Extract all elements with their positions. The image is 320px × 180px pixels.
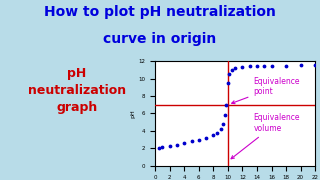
Point [229, 68, 234, 71]
Point [254, 65, 260, 68]
Point [196, 138, 201, 141]
Point [284, 64, 289, 67]
Point [220, 122, 225, 125]
Point [262, 64, 267, 67]
Point [160, 146, 165, 149]
Point [247, 65, 252, 68]
Point [156, 147, 161, 150]
Point [240, 66, 245, 69]
Text: pH
neutralization
graph: pH neutralization graph [28, 67, 126, 114]
Point [218, 128, 223, 130]
Point [174, 143, 180, 146]
Point [298, 63, 303, 66]
Point [204, 136, 209, 139]
Point [227, 73, 232, 76]
Point [211, 134, 216, 137]
Y-axis label: pH: pH [131, 109, 136, 118]
Point [224, 103, 229, 106]
Text: Equivalence
point: Equivalence point [232, 77, 300, 104]
Point [222, 114, 228, 117]
Point [313, 63, 318, 66]
Text: How to plot pH neutralization: How to plot pH neutralization [44, 5, 276, 19]
Text: curve in origin: curve in origin [103, 32, 217, 46]
Point [189, 140, 194, 143]
Point [214, 131, 220, 134]
Point [167, 145, 172, 148]
Point [225, 82, 230, 84]
Point [182, 141, 187, 144]
Text: Equivalence
volume: Equivalence volume [231, 113, 300, 159]
Point [233, 67, 238, 70]
Point [269, 64, 274, 67]
